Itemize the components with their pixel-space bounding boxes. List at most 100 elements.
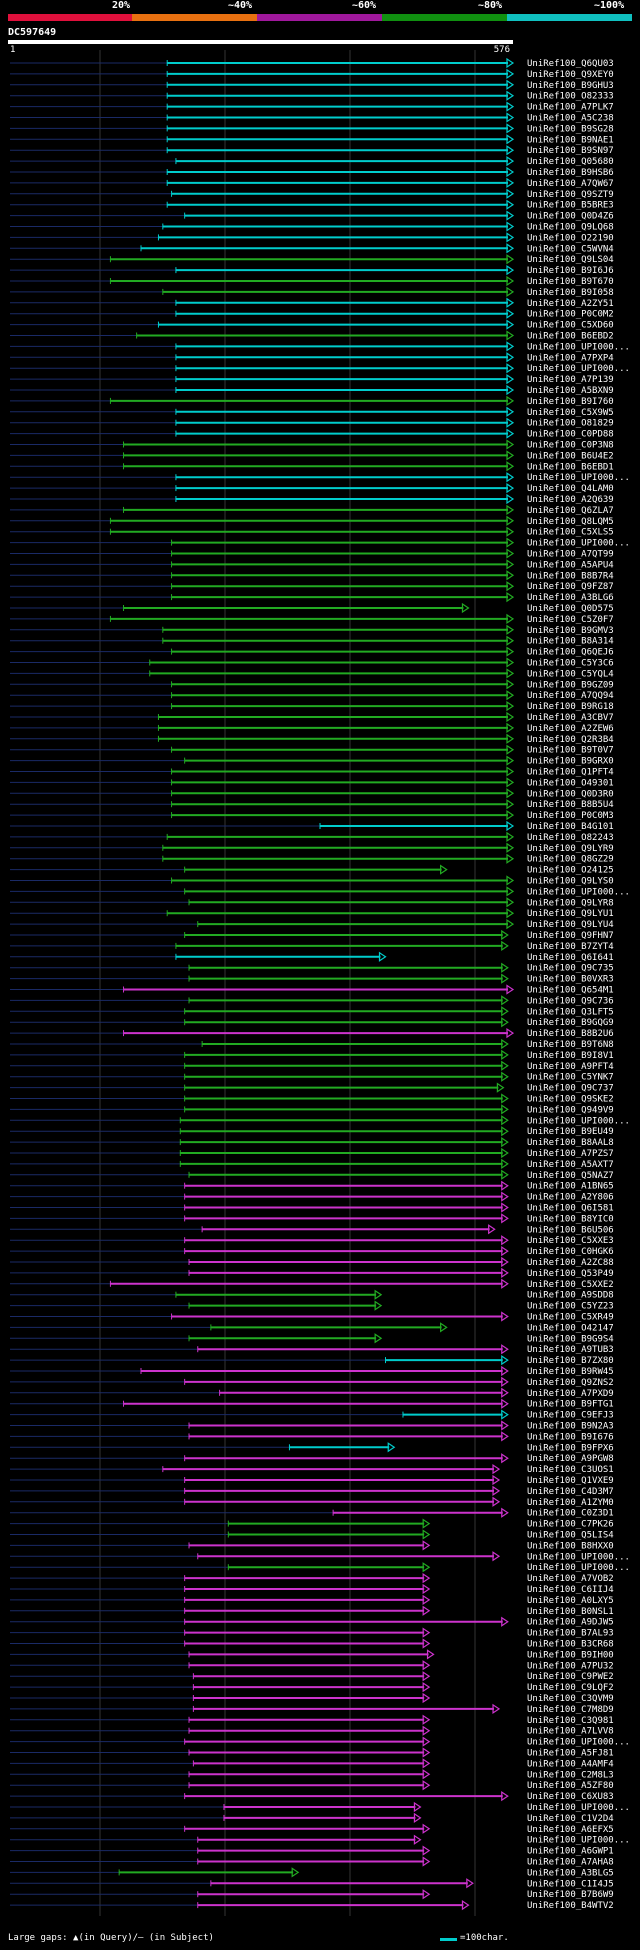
hit-label[interactable]: UniRef100_B0VXR3 — [527, 975, 614, 985]
hit-label[interactable]: UniRef100_A9DJW5 — [527, 1618, 614, 1628]
hit-label[interactable]: UniRef100_Q654M1 — [527, 986, 614, 996]
hit-label[interactable]: UniRef100_B9I676 — [527, 1432, 614, 1442]
hit-label[interactable]: UniRef100_Q4LAM0 — [527, 484, 614, 494]
hit-label[interactable]: UniRef100_A0LXY5 — [527, 1596, 614, 1606]
hit-label[interactable]: UniRef100_B8YIC0 — [527, 1214, 614, 1224]
hit-label[interactable]: UniRef100_B7ZX80 — [527, 1356, 614, 1366]
hit-label[interactable]: UniRef100_UPI000... — [527, 539, 630, 549]
hit-label[interactable]: UniRef100_A7QW67 — [527, 179, 614, 189]
hit-label[interactable]: UniRef100_C2M8L3 — [527, 1770, 614, 1780]
hit-label[interactable]: UniRef100_UPI000... — [527, 1563, 630, 1573]
hit-label[interactable]: UniRef100_B9FPX6 — [527, 1443, 614, 1453]
hit-label[interactable]: UniRef100_A7LVV8 — [527, 1727, 614, 1737]
hit-label[interactable]: UniRef100_Q9LYU1 — [527, 909, 614, 919]
hit-label[interactable]: UniRef100_A2ZY51 — [527, 299, 614, 309]
hit-label[interactable]: UniRef100_Q9LS04 — [527, 255, 614, 265]
hit-label[interactable]: UniRef100_B8B7R4 — [527, 571, 614, 581]
hit-label[interactable]: UniRef100_B9RW45 — [527, 1367, 614, 1377]
hit-label[interactable]: UniRef100_Q6QEJ6 — [527, 648, 614, 658]
hit-label[interactable]: UniRef100_B5BRE3 — [527, 201, 614, 211]
hit-label[interactable]: UniRef100_C6XU83 — [527, 1792, 614, 1802]
hit-label[interactable]: UniRef100_B9FTG1 — [527, 1400, 614, 1410]
hit-label[interactable]: UniRef100_A1ZYM0 — [527, 1498, 614, 1508]
hit-label[interactable]: UniRef100_A9PGW8 — [527, 1454, 614, 1464]
hit-label[interactable]: UniRef100_B4G101 — [527, 822, 614, 832]
hit-label[interactable]: UniRef100_B9I6J6 — [527, 266, 614, 276]
hit-label[interactable]: UniRef100_A7PLK7 — [527, 103, 614, 113]
hit-label[interactable]: UniRef100_C9EFJ3 — [527, 1411, 614, 1421]
hit-label[interactable]: UniRef100_C5XXE3 — [527, 1236, 614, 1246]
hit-label[interactable]: UniRef100_B8HXX0 — [527, 1541, 614, 1551]
hit-label[interactable]: UniRef100_Q1PFT4 — [527, 768, 614, 778]
hit-label[interactable]: UniRef100_C4D3M7 — [527, 1487, 614, 1497]
hit-label[interactable]: UniRef100_B8A314 — [527, 637, 614, 647]
hit-label[interactable]: UniRef100_O22190 — [527, 233, 614, 243]
hit-label[interactable]: UniRef100_B9EU49 — [527, 1127, 614, 1137]
hit-label[interactable]: UniRef100_C3UOS1 — [527, 1465, 614, 1475]
hit-label[interactable]: UniRef100_B6EBD1 — [527, 462, 614, 472]
hit-label[interactable]: UniRef100_B6U4E2 — [527, 451, 614, 461]
hit-label[interactable]: UniRef100_P0C0M2 — [527, 310, 614, 320]
hit-label[interactable]: UniRef100_UPI000... — [527, 473, 630, 483]
hit-label[interactable]: UniRef100_C5Y3C6 — [527, 659, 614, 669]
hit-label[interactable]: UniRef100_C3Q981 — [527, 1716, 614, 1726]
hit-label[interactable]: UniRef100_A7PU32 — [527, 1661, 614, 1671]
hit-label[interactable]: UniRef100_B4WTV2 — [527, 1901, 614, 1911]
hit-label[interactable]: UniRef100_A7AHA8 — [527, 1858, 614, 1868]
hit-label[interactable]: UniRef100_B7AL93 — [527, 1629, 614, 1639]
hit-label[interactable]: UniRef100_A9TUB3 — [527, 1345, 614, 1355]
hit-label[interactable]: UniRef100_A7QQ94 — [527, 691, 614, 701]
hit-label[interactable]: UniRef100_UPI000... — [527, 1116, 630, 1126]
hit-label[interactable]: UniRef100_Q9C737 — [527, 1084, 614, 1094]
hit-label[interactable]: UniRef100_B9I760 — [527, 397, 614, 407]
hit-label[interactable]: UniRef100_O81829 — [527, 419, 614, 429]
hit-label[interactable]: UniRef100_Q9C735 — [527, 964, 614, 974]
hit-label[interactable]: UniRef100_B6U506 — [527, 1225, 614, 1235]
hit-label[interactable]: UniRef100_B9IH00 — [527, 1650, 614, 1660]
hit-label[interactable]: UniRef100_C5XR49 — [527, 1313, 614, 1323]
hit-label[interactable]: UniRef100_B9I8V1 — [527, 1051, 614, 1061]
hit-label[interactable]: UniRef100_C5YQL4 — [527, 669, 614, 679]
hit-label[interactable]: UniRef100_UPI000... — [527, 342, 630, 352]
hit-label[interactable]: UniRef100_A2Y806 — [527, 1193, 614, 1203]
hit-label[interactable]: UniRef100_B9GZ09 — [527, 680, 614, 690]
hit-label[interactable]: UniRef100_Q8LQM5 — [527, 517, 614, 527]
hit-label[interactable]: UniRef100_B9SN97 — [527, 146, 614, 156]
hit-label[interactable]: UniRef100_B9G9S4 — [527, 1334, 614, 1344]
hit-label[interactable]: UniRef100_Q9C736 — [527, 996, 614, 1006]
hit-label[interactable]: UniRef100_Q0D3R0 — [527, 789, 614, 799]
hit-label[interactable]: UniRef100_C9LQF2 — [527, 1683, 614, 1693]
hit-label[interactable]: UniRef100_B7ZYT4 — [527, 942, 614, 952]
hit-label[interactable]: UniRef100_B3CR68 — [527, 1640, 614, 1650]
hit-label[interactable]: UniRef100_A7PZS7 — [527, 1149, 614, 1159]
hit-label[interactable]: UniRef100_UPI000... — [527, 364, 630, 374]
hit-label[interactable]: UniRef100_A2ZC88 — [527, 1258, 614, 1268]
hit-label[interactable]: UniRef100_Q05680 — [527, 157, 614, 167]
hit-label[interactable]: UniRef100_A5C238 — [527, 114, 614, 124]
hit-label[interactable]: UniRef100_C5XXE2 — [527, 1280, 614, 1290]
hit-label[interactable]: UniRef100_O42147 — [527, 1323, 614, 1333]
hit-label[interactable]: UniRef100_Q6QU03 — [527, 59, 614, 69]
hit-label[interactable]: UniRef100_Q9LYR8 — [527, 898, 614, 908]
hit-label[interactable]: UniRef100_B8B2U6 — [527, 1029, 614, 1039]
hit-label[interactable]: UniRef100_O49301 — [527, 778, 614, 788]
hit-label[interactable]: UniRef100_Q1VXE9 — [527, 1476, 614, 1486]
hit-label[interactable]: UniRef100_Q5LIS4 — [527, 1531, 614, 1541]
hit-label[interactable]: UniRef100_C5XLS5 — [527, 528, 614, 538]
hit-label[interactable]: UniRef100_C5XD60 — [527, 321, 614, 331]
hit-label[interactable]: UniRef100_A2ZEW6 — [527, 724, 614, 734]
hit-label[interactable]: UniRef100_B9SG28 — [527, 124, 614, 134]
hit-label[interactable]: UniRef100_Q3LFT5 — [527, 1007, 614, 1017]
hit-label[interactable]: UniRef100_Q5NAZ7 — [527, 1171, 614, 1181]
hit-label[interactable]: UniRef100_Q9XEY0 — [527, 70, 614, 80]
hit-label[interactable]: UniRef100_C0PD88 — [527, 430, 614, 440]
hit-label[interactable]: UniRef100_B0NSL1 — [527, 1607, 614, 1617]
hit-label[interactable]: UniRef100_B8B5U4 — [527, 800, 614, 810]
hit-label[interactable]: UniRef100_B9GRX0 — [527, 757, 614, 767]
hit-label[interactable]: UniRef100_B8AAL8 — [527, 1138, 614, 1148]
hit-label[interactable]: UniRef100_B9GQG9 — [527, 1018, 614, 1028]
hit-label[interactable]: UniRef100_C5YNK7 — [527, 1073, 614, 1083]
hit-label[interactable]: UniRef100_A5ZF80 — [527, 1781, 614, 1791]
hit-label[interactable]: UniRef100_C0HGK6 — [527, 1247, 614, 1257]
hit-label[interactable]: UniRef100_Q9LQ68 — [527, 223, 614, 233]
